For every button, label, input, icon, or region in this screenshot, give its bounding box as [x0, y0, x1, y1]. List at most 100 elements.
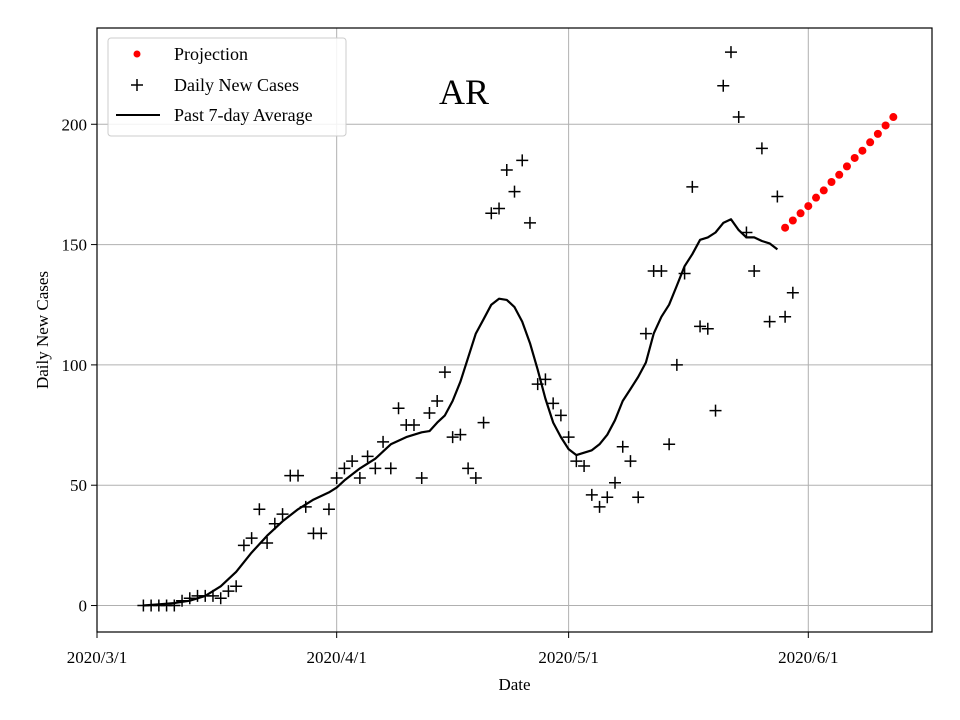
- x-tick-label: 2020/6/1: [778, 648, 838, 667]
- projection-point: [812, 193, 821, 202]
- daily-cases-point: [786, 286, 799, 299]
- daily-cases-point: [748, 265, 761, 278]
- daily-cases-point: [663, 438, 676, 451]
- daily-cases-point: [176, 594, 189, 607]
- daily-cases-point: [531, 378, 544, 391]
- y-tick-label: 50: [70, 476, 87, 495]
- daily-cases-point: [570, 455, 583, 468]
- projection-point: [873, 129, 882, 138]
- daily-cases-point: [740, 226, 753, 239]
- daily-cases-point: [639, 327, 652, 340]
- daily-cases-point: [214, 592, 227, 605]
- daily-cases-point: [299, 500, 312, 513]
- daily-cases-point: [585, 488, 598, 501]
- y-tick-label: 100: [62, 356, 88, 375]
- daily-cases-point: [338, 462, 351, 475]
- daily-cases-point: [755, 142, 768, 155]
- daily-cases-point: [694, 320, 707, 333]
- daily-cases-point: [701, 322, 714, 335]
- legend-daily-cases-label: Daily New Cases: [174, 75, 299, 95]
- projection-point: [781, 223, 790, 232]
- projection-point: [804, 202, 813, 211]
- daily-cases-point: [454, 428, 467, 441]
- plot-frame: [96, 27, 933, 633]
- daily-cases-point: [222, 585, 235, 598]
- x-tick-label: 2020/4/1: [306, 648, 366, 667]
- daily-cases-point: [593, 500, 606, 513]
- daily-cases-point: [384, 462, 397, 475]
- daily-cases-point: [508, 185, 521, 198]
- daily-cases-point: [183, 592, 196, 605]
- daily-cases-point: [431, 394, 444, 407]
- projection-point: [858, 146, 867, 155]
- daily-cases-layer: [137, 46, 799, 612]
- daily-cases-point: [462, 462, 475, 475]
- daily-cases-point: [539, 373, 552, 386]
- x-axis-label: Date: [498, 675, 530, 694]
- projection-point: [866, 138, 875, 147]
- avg-line-layer: [143, 218, 779, 607]
- daily-cases-point: [670, 358, 683, 371]
- daily-cases-point: [500, 163, 513, 176]
- y-tick-label: 150: [62, 236, 88, 255]
- daily-cases-point: [392, 402, 405, 415]
- daily-cases-point: [616, 440, 629, 453]
- daily-cases-point: [547, 397, 560, 410]
- daily-cases-point: [554, 409, 567, 422]
- daily-cases-point: [732, 111, 745, 124]
- daily-cases-point: [562, 431, 575, 444]
- daily-cases-point: [763, 315, 776, 328]
- x-axis-ticks: 2020/3/1 2020/4/1 2020/5/1 2020/6/1: [67, 632, 839, 667]
- daily-cases-point: [632, 491, 645, 504]
- daily-cases-point: [353, 471, 366, 484]
- daily-cases-point: [330, 471, 343, 484]
- projection-point: [827, 178, 836, 187]
- y-tick-label: 200: [62, 115, 88, 134]
- projection-point: [835, 170, 844, 179]
- daily-cases-point: [516, 154, 529, 167]
- projection-point: [881, 121, 890, 130]
- daily-cases-point: [268, 517, 281, 530]
- daily-cases-point: [276, 508, 289, 521]
- daily-cases-point: [779, 310, 792, 323]
- daily-cases-point: [361, 450, 374, 463]
- legend-average-label: Past 7-day Average: [174, 105, 313, 125]
- daily-cases-point: [446, 431, 459, 444]
- daily-cases-point: [477, 416, 490, 429]
- projection-layer: [781, 113, 898, 232]
- projection-point: [788, 216, 797, 225]
- daily-cases-point: [724, 46, 737, 59]
- chart-title: AR: [439, 72, 489, 112]
- daily-cases-point: [485, 207, 498, 220]
- daily-cases-point: [493, 202, 506, 215]
- average-line: [143, 218, 779, 607]
- daily-cases-point: [407, 419, 420, 432]
- legend-daily-cases-marker: [131, 79, 143, 91]
- daily-cases-point: [686, 180, 699, 193]
- projection-point: [819, 186, 828, 195]
- daily-cases-point: [578, 459, 591, 472]
- x-tick-label: 2020/5/1: [538, 648, 598, 667]
- daily-cases-point: [678, 267, 691, 280]
- daily-cases-point: [717, 79, 730, 92]
- daily-cases-point: [423, 407, 436, 420]
- daily-cases-point: [168, 599, 181, 612]
- projection-point: [889, 113, 898, 122]
- y-axis-ticks: 0 50 100 150 200: [62, 115, 97, 616]
- daily-cases-point: [771, 190, 784, 203]
- daily-cases-point: [237, 539, 250, 552]
- daily-cases-point: [523, 216, 536, 229]
- daily-cases-point: [369, 462, 382, 475]
- daily-cases-point: [292, 469, 305, 482]
- daily-cases-point: [322, 503, 335, 516]
- y-axis-label: Daily New Cases: [33, 271, 52, 389]
- daily-cases-point: [261, 536, 274, 549]
- daily-cases-point: [315, 527, 328, 540]
- daily-cases-point: [609, 476, 622, 489]
- daily-cases-point: [377, 435, 390, 448]
- daily-cases-point: [346, 455, 359, 468]
- legend-box: [107, 37, 347, 137]
- projection-point: [842, 162, 851, 171]
- daily-cases-point: [245, 532, 258, 545]
